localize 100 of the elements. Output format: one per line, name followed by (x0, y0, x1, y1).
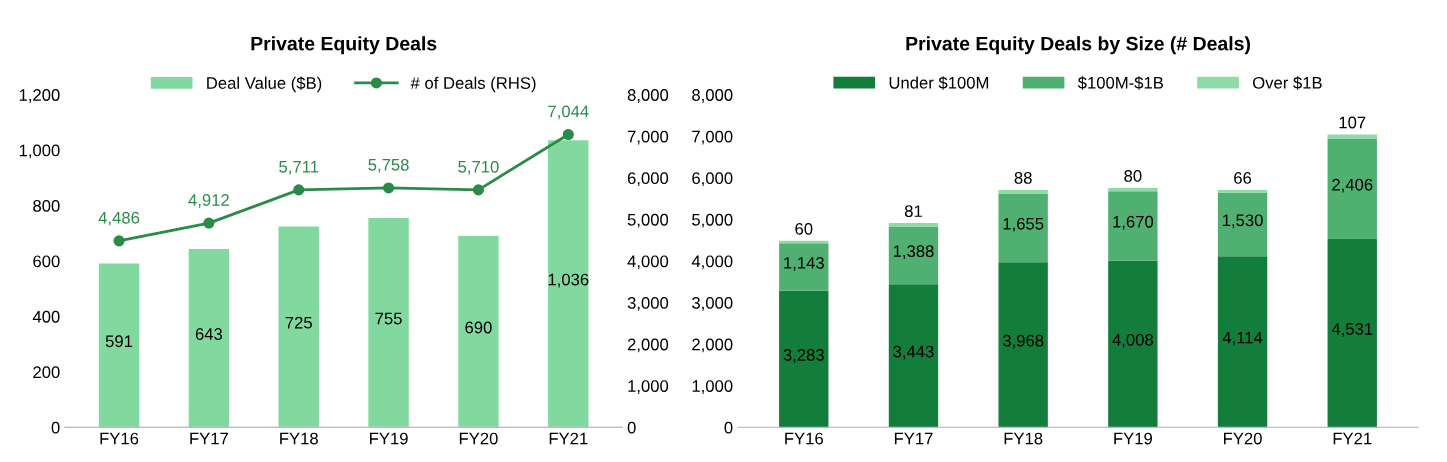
y-tick-label: 6,000 (692, 172, 733, 187)
x-tick-label: FY17 (894, 432, 933, 445)
x-tick-label: FY16 (785, 432, 823, 445)
y2-tick-label: 0 (627, 421, 636, 434)
data-label: 1,530 (1222, 214, 1263, 229)
y2-tick-label: 3,000 (627, 297, 669, 311)
bar (998, 189, 1048, 194)
point (203, 217, 215, 229)
x-tick-label: FY20 (459, 432, 498, 445)
bar (1327, 238, 1377, 428)
y-tick-label: 200 (33, 366, 60, 379)
y-tick-label: 600 (33, 255, 60, 268)
bar (368, 218, 409, 428)
data-label: 725 (285, 316, 312, 329)
data-label: 3,443 (893, 345, 934, 360)
data-label: 80 (1124, 170, 1142, 182)
data-label: 755 (375, 312, 402, 325)
x-tick-label: FY19 (370, 432, 408, 445)
y-tick-label: 4,000 (691, 255, 733, 270)
data-label: 690 (465, 321, 492, 334)
bar (1217, 192, 1268, 257)
bar (458, 236, 499, 428)
y2-tick-label: 6,000 (627, 172, 669, 187)
y-tick-label: 800 (33, 199, 60, 212)
data-label: 2,406 (1332, 178, 1373, 193)
x-tick-label: FY18 (280, 432, 318, 445)
bar (98, 263, 140, 428)
data-label: 4,531 (1331, 323, 1373, 337)
data-label: 4,486 (98, 211, 140, 226)
data-label: 88 (1014, 172, 1032, 184)
point (113, 235, 125, 247)
data-label: 4,114 (1222, 331, 1263, 346)
data-label: 5,711 (279, 161, 319, 175)
data-label: 5,710 (458, 160, 499, 175)
x-tick-label: FY21 (549, 432, 588, 445)
legend-label: # of Deals (RHS) (410, 76, 536, 93)
bar (1327, 134, 1377, 139)
y-tick-label: 0 (724, 421, 733, 434)
data-label: 3,968 (1002, 334, 1044, 349)
x-tick-label: FY19 (1114, 432, 1152, 445)
y-tick-label: 7,000 (692, 130, 733, 145)
bar (1327, 138, 1377, 239)
bar (1217, 256, 1268, 428)
y-tick-label: 0 (51, 421, 60, 434)
x-tick-label: FY18 (1004, 432, 1043, 445)
bar (779, 290, 829, 428)
point (562, 128, 574, 141)
bar (1217, 189, 1268, 193)
bar (188, 249, 230, 428)
data-label: 81 (904, 205, 922, 218)
legend-label: $100M-$1B (1077, 76, 1164, 90)
data-label: 643 (195, 328, 223, 340)
y-tick-label: 1,000 (692, 380, 733, 394)
legend-label: Deal Value ($B) (207, 76, 322, 93)
bar (1108, 260, 1158, 428)
data-label: 60 (795, 222, 813, 235)
data-label: 1,143 (784, 256, 824, 271)
y-tick-label: 3,000 (692, 297, 733, 311)
x-tick-label: FY21 (1333, 432, 1372, 445)
bar (779, 243, 829, 291)
y-tick-label: 2,000 (692, 338, 733, 353)
y-tick-label: 1,000 (19, 144, 60, 159)
point (383, 182, 395, 194)
y2-tick-label: 1,000 (628, 380, 669, 394)
point (472, 184, 484, 196)
data-label: 3,283 (783, 348, 824, 363)
point (293, 184, 305, 196)
y-tick-label: 1,200 (19, 89, 60, 103)
chart-title: Private Equity Deals (251, 36, 437, 55)
data-label: 4,912 (188, 194, 229, 208)
data-label: 66 (1234, 172, 1252, 184)
y-tick-label: 400 (32, 310, 60, 323)
data-label: 1,670 (1113, 215, 1154, 230)
x-tick-label: FY16 (100, 432, 139, 445)
data-label: 5,758 (368, 158, 409, 173)
data-label: 591 (105, 335, 133, 348)
bar (998, 193, 1048, 263)
y-tick-label: 8,000 (692, 89, 733, 103)
bar (548, 140, 589, 428)
data-label: 1,036 (548, 273, 589, 288)
y2-tick-label: 7,000 (627, 130, 669, 145)
data-label: 1,655 (1003, 217, 1044, 232)
bar (888, 226, 939, 285)
data-label: 1,388 (893, 245, 934, 259)
y2-tick-label: 5,000 (627, 213, 669, 228)
x-tick-label: FY20 (1224, 432, 1262, 445)
y2-tick-label: 8,000 (627, 89, 669, 103)
data-label: 4,008 (1112, 333, 1153, 348)
data-label: 7,044 (548, 105, 589, 120)
y2-tick-label: 2,000 (627, 338, 669, 353)
legend-label: Under $100M (889, 76, 989, 90)
x-tick-label: FY17 (190, 432, 228, 445)
chart-title: Private Equity Deals by Size (# Deals) (906, 36, 1250, 55)
bar (1108, 191, 1158, 261)
bar (1108, 187, 1158, 192)
bar (998, 262, 1048, 428)
y2-tick-label: 4,000 (627, 255, 669, 270)
data-label: 107 (1339, 116, 1366, 129)
y-tick-label: 5,000 (692, 213, 733, 228)
bar (278, 226, 319, 428)
